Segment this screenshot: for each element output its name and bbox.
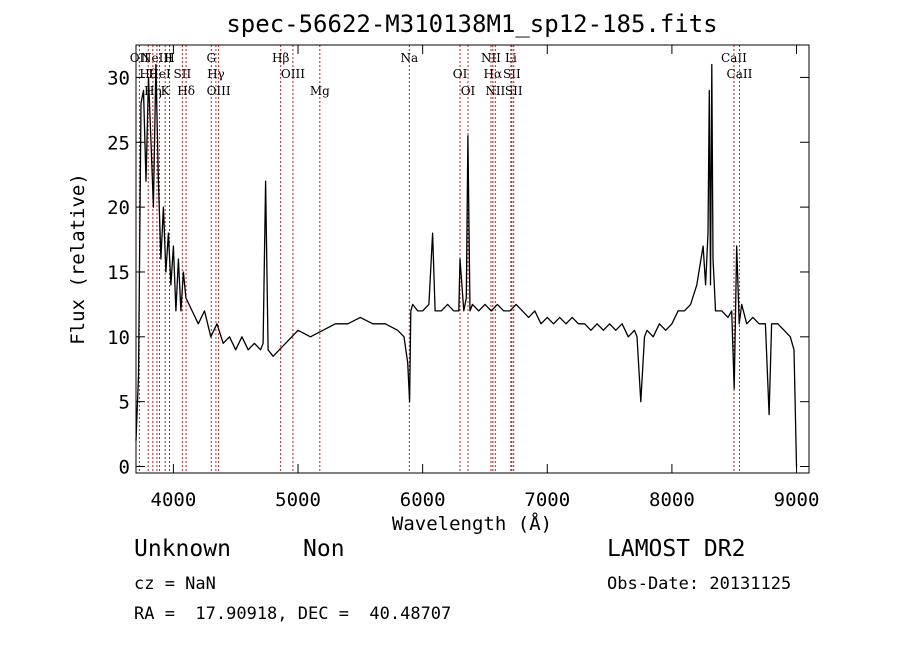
line-label: HeI xyxy=(148,67,171,81)
y-tick-label: 10 xyxy=(107,327,130,349)
line-label: SII xyxy=(505,84,523,98)
line-label: Hα xyxy=(484,67,503,81)
line-label: H xyxy=(164,51,174,65)
line-label: G xyxy=(206,51,216,65)
y-tick-label: 5 xyxy=(119,392,130,414)
x-tick-label: 4000 xyxy=(151,489,197,511)
line-label: OI xyxy=(461,84,476,98)
y-tick-label: 15 xyxy=(107,262,130,284)
spectrum-series xyxy=(135,63,798,467)
class-label: Unknown xyxy=(134,536,231,562)
obs-date-label: Obs-Date: 20131125 xyxy=(607,574,792,594)
plot-frame xyxy=(135,44,810,474)
y-tick-label: 20 xyxy=(107,197,130,219)
line-label: NII xyxy=(481,51,501,65)
line-label: Hη xyxy=(144,84,162,98)
line-label: Hδ xyxy=(177,84,195,98)
line-label: Mg xyxy=(310,84,330,98)
axis-ticks: 4000 5000 6000 7000 8000 9000 0 5 10 15 20 25 30 xyxy=(107,45,819,511)
y-tick-label: 0 xyxy=(119,457,130,479)
line-label: CaII xyxy=(727,67,753,81)
x-tick-label: 6000 xyxy=(400,489,446,511)
line-label: Hβ xyxy=(272,51,289,65)
survey-label: LAMOST DR2 xyxy=(607,536,746,562)
line-label: Na xyxy=(400,51,418,65)
x-tick-label: 7000 xyxy=(524,489,570,511)
y-axis-label: Flux (relative) xyxy=(67,173,89,345)
line-label: Li xyxy=(505,51,517,65)
spectrum-line-0 xyxy=(135,63,798,467)
chart-title: spec-56622-M310138M1_sp12-185.fits xyxy=(226,10,717,38)
line-label: OIII xyxy=(207,84,231,98)
line-label: Hγ xyxy=(207,67,225,81)
y-tick-label: 30 xyxy=(107,67,130,89)
line-label: CaII xyxy=(721,51,747,65)
coordinates-label: RA = 17.90918, DEC = 40.48707 xyxy=(134,604,452,624)
line-label: OIII xyxy=(281,67,305,81)
line-label: OI xyxy=(453,67,468,81)
line-markers: OIIHθHηNeIIIHeIKHSIIHδGHγOIIIHβOIIIMgNaO… xyxy=(130,45,753,473)
line-label: NII xyxy=(485,84,505,98)
line-label: SII xyxy=(174,67,192,81)
x-axis-label: Wavelength (Å) xyxy=(392,512,552,535)
y-tick-label: 25 xyxy=(107,132,130,154)
x-tick-label: 5000 xyxy=(275,489,321,511)
subclass-label: Non xyxy=(303,536,345,562)
x-tick-label: 9000 xyxy=(774,489,820,511)
line-label: SII xyxy=(503,67,521,81)
line-label: OII xyxy=(130,51,150,65)
line-label: K xyxy=(161,84,171,98)
redshift-label: cz = NaN xyxy=(134,574,216,594)
x-tick-label: 8000 xyxy=(649,489,695,511)
